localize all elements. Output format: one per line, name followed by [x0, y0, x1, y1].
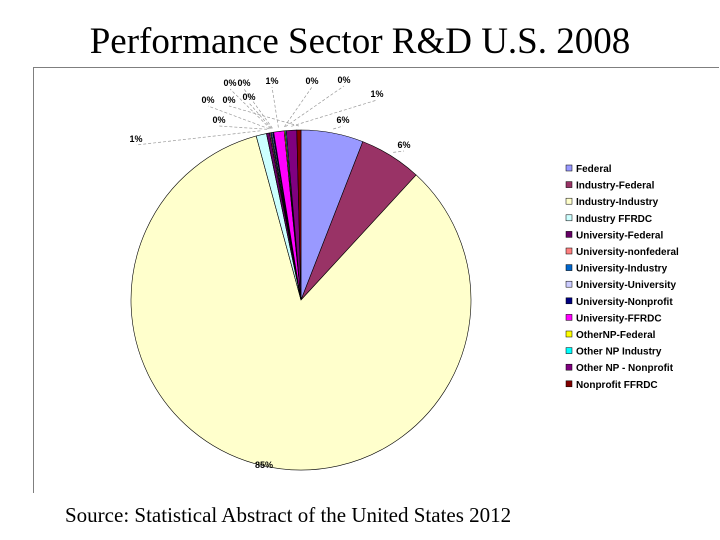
leader-line-university-nonfederal	[207, 105, 270, 130]
leader-line-othernp-federal	[284, 86, 313, 127]
legend-label-university-nonfederal: University-nonfederal	[576, 247, 679, 258]
leader-line-federal	[333, 125, 344, 130]
slice-label-university-nonprofit: 0%	[237, 78, 250, 88]
slice-labels: 6%6%85%1%0%0%0%0%0% 1% 0% 0%1%0%	[129, 75, 410, 470]
legend-swatch-university-nonfederal	[565, 247, 573, 255]
legend-swatch-industry-ffrdc	[565, 214, 573, 222]
legend-label-other-np-industry: Other NP Industry	[576, 347, 662, 358]
slice-label-other-np-industry: 0%	[337, 75, 350, 85]
slice-label-university-industry: 0%	[223, 78, 236, 88]
slice-label-university-federal: 0%	[212, 115, 225, 125]
legend-swatch-university-industry	[565, 264, 573, 271]
legend-label-other-np-nonprofit: Other NP - Nonprofit	[576, 363, 674, 374]
slice-label-nonprofit-ffrdc: 0%	[222, 95, 235, 105]
legend-label-university-nonprofit: University-Nonprofit	[576, 297, 673, 308]
leader-line-industry-ffrdc	[135, 130, 261, 146]
legend-label-university-university: University-University	[576, 280, 676, 291]
legend-label-nonprofit-ffrdc: Nonprofit FFRDC	[576, 380, 658, 391]
legend-label-othernp-federal: OtherNP-Federal	[576, 330, 656, 341]
slice-label-university-ffrdc: 1%	[265, 76, 278, 86]
slice-label-industry-ffrdc: 1%	[129, 134, 142, 144]
legend-swatch-othernp-federal	[565, 330, 573, 338]
legend-label-industry-ffrdc: Industry FFRDC	[576, 214, 652, 225]
legend-label-industry-federal: Industry-Federal	[576, 181, 655, 192]
legend-label-university-ffrdc: University-FFRDC	[576, 313, 662, 324]
slice-label-university-nonfederal: 0%	[201, 95, 214, 105]
page-title: Performance Sector R&D U.S. 2008	[89, 21, 631, 62]
slice-label-industry-federal: 6%	[397, 140, 410, 150]
leader-line-university-nonprofit	[243, 88, 273, 129]
legend-swatch-other-np-nonprofit	[565, 363, 573, 371]
legend-label-federal: Federal	[576, 164, 612, 175]
slice-label-othernp-federal: 0%	[305, 76, 318, 86]
leader-line-other-np-industry	[285, 85, 345, 127]
leader-lines	[135, 85, 405, 153]
leader-line-industry-federal	[393, 150, 405, 153]
pie-slice-nonprofit-ffrdc	[296, 129, 302, 301]
source-caption: Source: Statistical Abstract of the Unit…	[65, 503, 512, 527]
legend-swatch-university-federal	[565, 231, 573, 238]
pie-slices	[130, 129, 472, 471]
slice-label-other-np-nonprofit: 1%	[370, 89, 383, 99]
leader-line-other-np-nonprofit	[291, 99, 378, 127]
leader-line-university-university	[248, 102, 272, 129]
legend-swatch-other-np-industry	[565, 347, 573, 354]
leader-line-university-industry	[229, 88, 271, 129]
legend-label-university-industry: University-Industry	[576, 264, 668, 275]
legend-swatch-nonprofit-ffrdc	[565, 380, 573, 388]
slice-label-industry-industry: 85%	[255, 460, 273, 470]
chart-area: 6% 6% 85% 1% 0% 0% 0% 0% 0% 1% 0% 0% 1% 0% Federal Ind…	[33, 67, 719, 493]
slice-label-university-university: 0%	[242, 92, 255, 102]
legend-swatch-industry-industry	[565, 197, 573, 205]
legend-label-university-federal: University-Federal	[576, 230, 663, 241]
legend-swatch-university-ffrdc	[565, 314, 573, 321]
leader-line-university-federal	[218, 125, 268, 130]
leader-line-university-ffrdc	[271, 86, 279, 128]
leader-line-nonprofit-ffrdc	[228, 105, 299, 127]
legend: Federal Industry-Federal Industry-Industry…	[565, 164, 679, 391]
legend-label-industry-industry: Industry-Industry	[576, 197, 659, 208]
legend-swatch-university-university	[565, 280, 573, 288]
legend-swatch-university-nonprofit	[565, 297, 573, 305]
slice-label-federal: 6%	[336, 115, 349, 125]
legend-swatch-industry-federal	[565, 181, 573, 188]
pie-chart: 6%6%85%1%0%0%0%0%0% 1% 0% 0%1%0% FederalInd…	[129, 75, 679, 471]
pie-slice-industry-industry	[130, 135, 472, 471]
legend-swatch-federal	[565, 164, 573, 172]
